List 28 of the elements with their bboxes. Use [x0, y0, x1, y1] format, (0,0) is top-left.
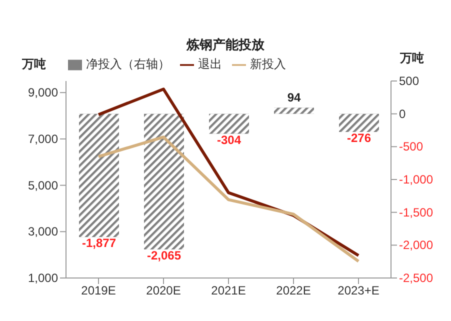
x-tick-label: 2022E	[276, 284, 311, 298]
y2-tick-label: -500	[399, 140, 424, 154]
legend-label: 净投入（右轴）	[86, 57, 170, 71]
x-tick-label: 2020E	[146, 284, 181, 298]
data-label: 94	[287, 90, 301, 105]
x-tick-label: 2019E	[81, 284, 116, 298]
legend-label: 新投入	[250, 57, 286, 71]
x-tick-label: 2023+E	[338, 284, 380, 298]
y-tick-label: 9,000	[28, 86, 58, 100]
y2-axis-title: 万吨	[400, 50, 424, 67]
data-label: -304	[216, 132, 242, 147]
x-tick-label: 2021E	[211, 284, 246, 298]
data-label: -276	[346, 130, 372, 145]
data-label: -1,877	[82, 236, 116, 250]
y2-tick-label: 500	[399, 74, 420, 88]
legend-label: 退出	[198, 57, 222, 71]
y-tick-label: 5,000	[28, 178, 58, 192]
y2-tick-label: -2,000	[399, 238, 434, 252]
chart-title: 炼钢产能投放	[186, 37, 264, 52]
y2-tick-label: -1,500	[399, 205, 434, 220]
y2-tick-label: -1,000	[399, 172, 434, 186]
data-label: -2,065	[146, 248, 182, 262]
y2-tick-label: -2,500	[399, 271, 434, 285]
y-tick-label: 3,000	[28, 224, 58, 239]
y2-tick-label: 0	[399, 106, 406, 121]
y-tick-label: 7,000	[28, 132, 58, 146]
y-axis-title: 万吨	[22, 56, 46, 73]
y-tick-label: 1,000	[28, 271, 58, 285]
